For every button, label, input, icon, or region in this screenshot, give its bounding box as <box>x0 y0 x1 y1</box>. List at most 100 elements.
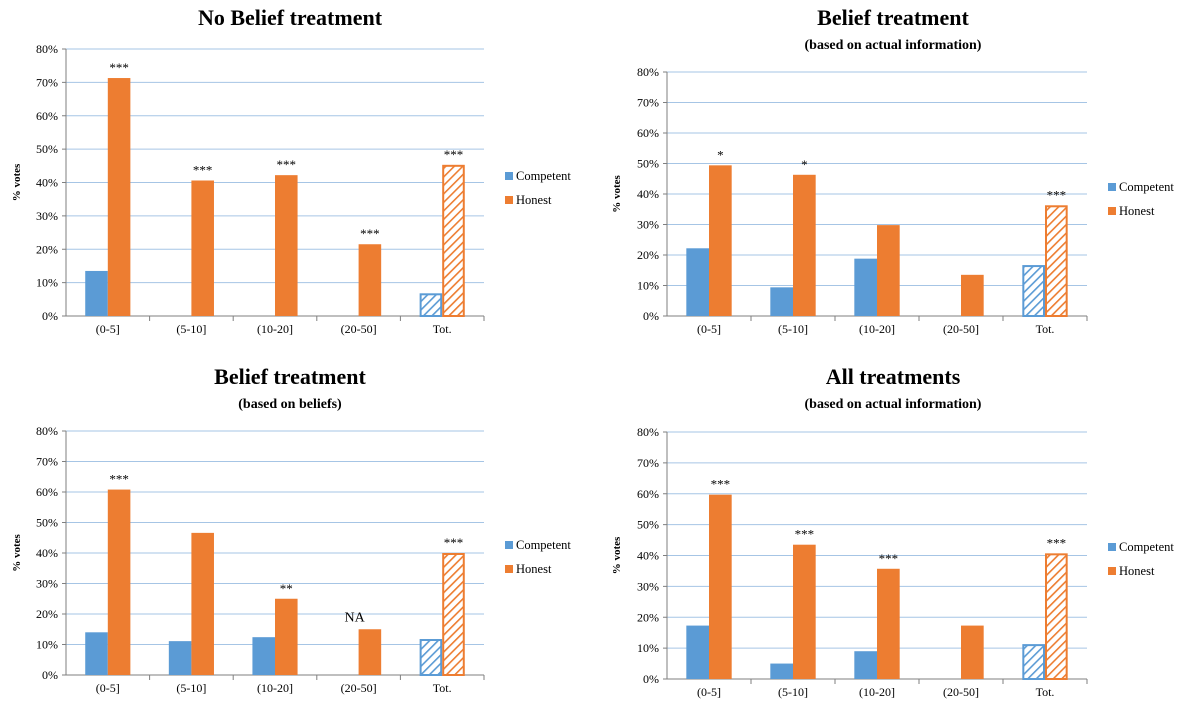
x-tick-label: (20-50] <box>943 322 979 336</box>
bar-honest-5-10 <box>191 180 214 316</box>
bar-honest-5-10 <box>793 174 816 316</box>
y-axis-label: % votes <box>611 174 623 212</box>
bar-competent-5-10 <box>770 663 793 679</box>
y-tick-label: 10% <box>637 279 659 293</box>
x-tick-label: (5-10] <box>778 322 808 336</box>
y-tick-label: 0% <box>42 309 58 323</box>
significance-label: *** <box>711 477 731 492</box>
y-tick-label: 80% <box>637 425 659 439</box>
chart-title: Belief treatment <box>214 364 366 389</box>
y-axis-label: % votes <box>611 536 623 574</box>
y-tick-label: 10% <box>36 276 58 290</box>
bar-honest-tot <box>442 553 465 676</box>
bar-honest-10-20 <box>275 175 298 316</box>
x-tick-label: (5-10] <box>778 685 808 699</box>
bar-honest-0-5 <box>107 489 131 675</box>
legend-swatch-honest <box>505 565 513 573</box>
legend-swatch-competent <box>1108 183 1116 191</box>
significance-label: *** <box>193 162 213 177</box>
y-tick-label: 60% <box>36 109 58 123</box>
bar-honest-10-20 <box>877 225 900 316</box>
chart-subtitle: (based on actual information) <box>805 38 982 53</box>
y-tick-label: 20% <box>637 248 659 262</box>
bar-honest-20-50 <box>358 629 382 675</box>
y-axis-label: % votes <box>11 163 23 201</box>
significance-label: *** <box>1047 187 1067 202</box>
bar-honest-5-10 <box>793 544 816 679</box>
y-tick-label: 0% <box>42 668 58 682</box>
y-tick-label: 0% <box>643 672 659 686</box>
bar-honest-20-50 <box>358 244 382 316</box>
bar-honest-0-5 <box>709 165 732 316</box>
y-tick-label: 30% <box>36 209 58 223</box>
chart-2: Belief treatment (based on actual informa… <box>611 5 1174 336</box>
y-tick-label: 60% <box>637 487 659 501</box>
y-axis-label: % votes <box>11 533 23 571</box>
significance-label: *** <box>795 527 815 542</box>
bar-competent-0-5 <box>85 270 108 316</box>
y-tick-label: 40% <box>637 549 659 563</box>
bar-competent-tot <box>419 293 443 317</box>
chart-title: Belief treatment <box>817 5 969 30</box>
y-tick-label: 40% <box>36 176 58 190</box>
legend-swatch-competent <box>1108 543 1116 551</box>
x-tick-label: (10-20] <box>257 681 293 695</box>
significance-label: *** <box>360 226 380 241</box>
y-tick-label: 50% <box>36 142 58 156</box>
bar-competent-10-20 <box>252 637 275 675</box>
y-tick-label: 70% <box>36 455 58 469</box>
legend-label-honest: Honest <box>1119 204 1155 218</box>
significance-label: * <box>801 157 808 172</box>
x-tick-label: (5-10] <box>176 681 206 695</box>
y-tick-label: 40% <box>637 187 659 201</box>
y-tick-label: 0% <box>643 309 659 323</box>
x-tick-label: (5-10] <box>176 322 206 336</box>
legend-swatch-competent <box>505 541 513 549</box>
x-tick-label: Tot. <box>1036 322 1055 336</box>
y-tick-label: 30% <box>36 577 58 591</box>
significance-label: *** <box>444 535 464 550</box>
bar-honest-0-5 <box>709 494 732 679</box>
x-tick-label: (0-5] <box>697 322 721 336</box>
chart-subtitle: (based on beliefs) <box>238 397 342 412</box>
bar-honest-0-5 <box>107 78 131 316</box>
significance-label: *** <box>444 147 464 162</box>
bar-competent-5-10 <box>770 287 793 316</box>
legend-label-honest: Honest <box>1119 564 1155 578</box>
x-tick-label: (20-50] <box>341 681 377 695</box>
chart-3: Belief treatment (based on beliefs) 0% 10% 2… <box>11 364 571 695</box>
bar-competent-10-20 <box>854 258 877 316</box>
bar-competent-10-20 <box>854 651 877 679</box>
bar-honest-10-20 <box>275 598 298 675</box>
y-tick-label: 80% <box>36 42 58 56</box>
legend-label-honest: Honest <box>516 193 552 207</box>
y-tick-label: 70% <box>637 456 659 470</box>
chart-1: No Belief treatment 0% 10% 20% 30% 40% 50% 60% 7… <box>11 5 571 336</box>
bar-honest-20-50 <box>961 274 984 316</box>
chart-subtitle: (based on actual information) <box>805 397 982 412</box>
bar-competent-tot <box>419 639 443 677</box>
significance-label: ** <box>280 581 293 596</box>
x-tick-label: (10-20] <box>859 322 895 336</box>
bar-honest-tot <box>442 164 465 317</box>
significance-label: NA <box>344 610 365 625</box>
significance-label: *** <box>109 60 129 75</box>
bar-honest-tot <box>1045 553 1068 680</box>
y-tick-label: 80% <box>36 424 58 438</box>
chart-title: No Belief treatment <box>198 5 383 30</box>
x-tick-label: (20-50] <box>341 322 377 336</box>
x-tick-label: Tot. <box>433 681 452 695</box>
y-tick-label: 60% <box>36 485 58 499</box>
bar-competent-5-10 <box>168 641 192 675</box>
bar-competent-tot <box>1022 265 1046 318</box>
x-tick-label: Tot. <box>1036 685 1055 699</box>
legend-swatch-competent <box>505 172 513 180</box>
y-tick-label: 20% <box>36 607 58 621</box>
x-tick-label: (0-5] <box>96 322 120 336</box>
legend-label-honest: Honest <box>516 562 552 576</box>
y-tick-label: 50% <box>637 157 659 171</box>
y-tick-label: 60% <box>637 126 659 140</box>
y-tick-label: 50% <box>36 516 58 530</box>
x-tick-label: (20-50] <box>943 685 979 699</box>
